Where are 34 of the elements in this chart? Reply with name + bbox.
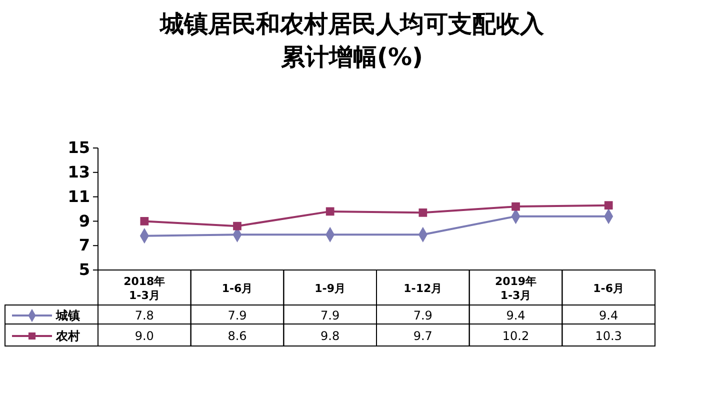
x-tick-label: 1-12月 (404, 282, 442, 295)
x-tick-label: 1-6月 (593, 282, 624, 295)
data-label: 8.6 (228, 329, 247, 343)
chart-title: 城镇居民和农村居民人均可支配收入 (159, 10, 545, 38)
point (418, 208, 428, 217)
x-tick-label: 2019年 1-3月 (494, 275, 537, 302)
point (512, 202, 520, 211)
legend-label: 城镇 (55, 308, 80, 322)
legend-label: 农村 (55, 329, 80, 343)
y-tick-label: 11 (68, 186, 90, 206)
data-label: 9.7 (413, 329, 432, 343)
point (140, 217, 149, 226)
data-label: 9.4 (599, 308, 618, 322)
y-tick-label: 9 (78, 211, 90, 230)
data-label: 10.2 (502, 329, 530, 343)
chart-subtitle: 累计增幅(%) (280, 43, 423, 71)
y-tick-label: 15 (68, 138, 90, 158)
y-tick-label: 13 (68, 162, 90, 182)
data-label: 9.0 (134, 329, 154, 343)
data-label: 9.4 (506, 308, 526, 322)
data-label: 10.3 (595, 329, 622, 343)
point (604, 201, 613, 210)
data-label: 7.9 (320, 308, 340, 322)
x-tick-label: 1-6月 (222, 282, 253, 295)
data-label: 7.9 (413, 308, 432, 322)
x-tick-label: 1-9月 (314, 282, 346, 295)
point (326, 207, 334, 216)
y-tick-label: 5 (78, 260, 90, 280)
data-label: 7.9 (228, 308, 247, 322)
y-tick-label: 7 (78, 236, 90, 255)
data-label: 9.8 (320, 329, 340, 343)
point (233, 222, 242, 230)
data-label: 7.8 (134, 308, 154, 322)
x-tick-label: 2018年 1-3月 (124, 275, 166, 302)
